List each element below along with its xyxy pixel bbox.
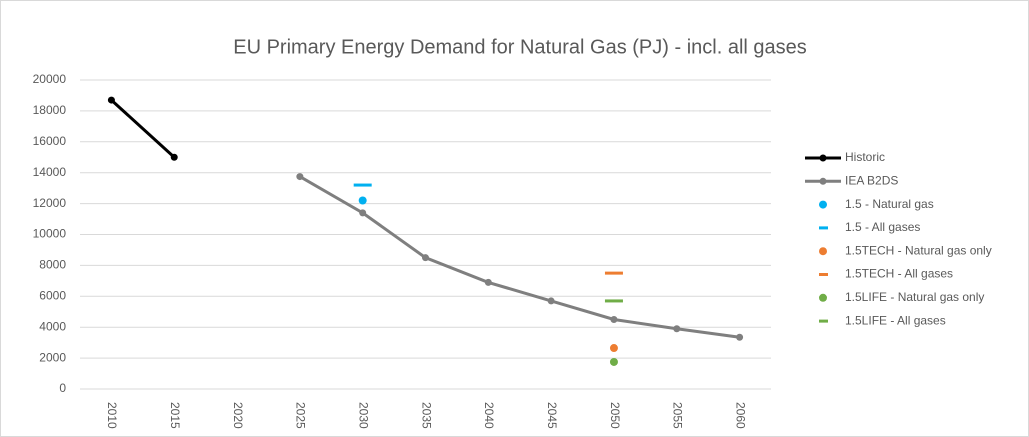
legend-label: 1.5LIFE - Natural gas only — [845, 290, 984, 304]
y-tick-label: 18000 — [33, 103, 67, 117]
y-tick-label: 10000 — [33, 227, 67, 241]
x-tick-label: 2060 — [733, 402, 747, 429]
legend-marker — [819, 293, 827, 302]
point-marker — [422, 254, 429, 262]
legend-label: IEA B2DS — [845, 173, 898, 187]
legend-label: Historic — [845, 150, 885, 164]
x-tick-label: 2035 — [419, 402, 433, 429]
legend-label: 1.5TECH - All gases — [845, 267, 953, 281]
point-marker — [359, 209, 367, 217]
point-marker — [673, 325, 681, 333]
point-marker — [547, 297, 555, 305]
point-marker — [170, 153, 178, 161]
x-tick-label: 2025 — [294, 402, 308, 429]
y-tick-label: 16000 — [33, 134, 67, 148]
y-tick-label: 12000 — [33, 196, 67, 210]
legend-label: 1.5 - All gases — [845, 220, 920, 234]
legend-label: 1.5 - Natural gas — [845, 197, 934, 211]
legend-marker — [819, 154, 827, 162]
point-marker — [610, 315, 618, 323]
point-marker — [296, 173, 304, 181]
dash-marker — [604, 299, 623, 303]
point-marker — [609, 357, 618, 366]
x-tick-label: 2055 — [671, 402, 685, 429]
y-tick-label: 6000 — [39, 288, 66, 302]
x-tick-label: 2050 — [608, 402, 622, 429]
x-tick-label: 2030 — [357, 402, 371, 429]
x-tick-label: 2040 — [482, 402, 496, 429]
legend-marker — [819, 200, 827, 209]
x-tick-label: 2010 — [105, 402, 119, 429]
legend-label: 1.5LIFE - All gases — [845, 313, 946, 327]
y-tick-label: 0 — [59, 381, 66, 395]
legend-marker — [819, 319, 828, 323]
x-tick-label: 2045 — [545, 402, 559, 429]
point-marker — [107, 96, 115, 104]
legend-marker — [819, 226, 828, 230]
x-tick-label: 2020 — [231, 402, 245, 429]
y-tick-label: 20000 — [33, 72, 67, 86]
point-marker — [358, 196, 367, 205]
y-tick-label: 2000 — [39, 350, 66, 364]
y-tick-label: 14000 — [33, 165, 67, 179]
legend-label: 1.5TECH - Natural gas only — [845, 243, 992, 257]
point-marker — [736, 333, 744, 341]
point-marker — [609, 344, 618, 353]
dash-marker — [353, 183, 372, 187]
chart-title: EU Primary Energy Demand for Natural Gas… — [233, 36, 807, 58]
legend-marker — [819, 273, 828, 276]
point-marker — [484, 278, 492, 286]
x-tick-label: 2015 — [168, 402, 182, 429]
legend-marker — [819, 247, 827, 256]
y-tick-label: 8000 — [39, 258, 66, 272]
y-tick-label: 4000 — [39, 319, 66, 333]
series-line — [299, 175, 740, 339]
series-line — [110, 98, 176, 159]
legend-marker — [819, 177, 827, 185]
dash-marker — [604, 271, 623, 275]
